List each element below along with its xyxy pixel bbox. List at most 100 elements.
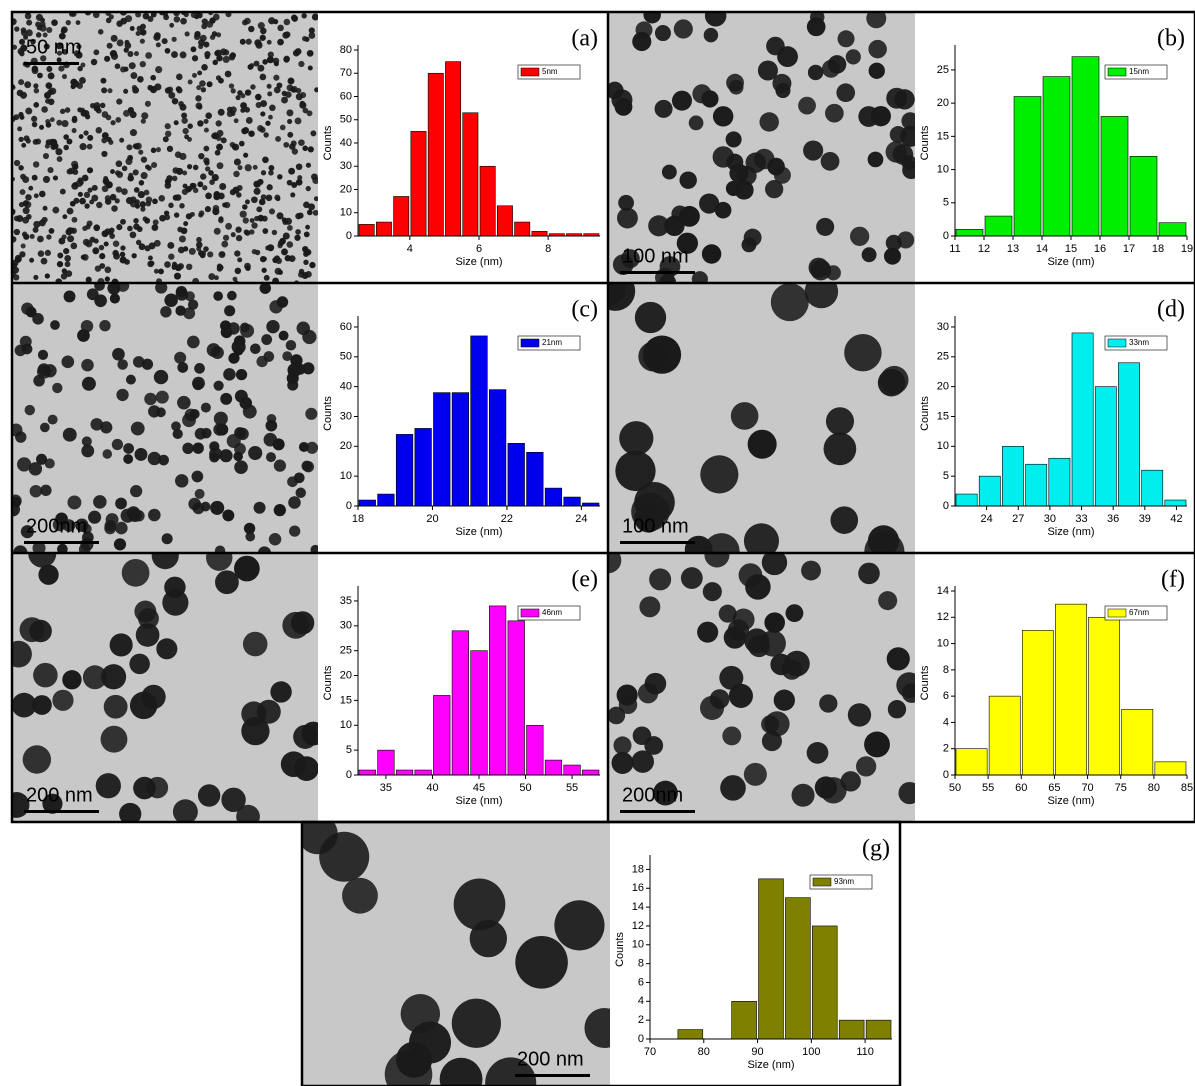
- particle: [12, 496, 22, 508]
- particle: [234, 460, 248, 475]
- particle: [266, 319, 280, 334]
- x-tick-label: 19: [1181, 243, 1193, 255]
- particle: [88, 510, 102, 524]
- particle: [102, 449, 113, 459]
- particle: [86, 143, 93, 150]
- particle: [96, 201, 103, 209]
- y-tick-label: 2: [638, 1014, 644, 1026]
- particle: [44, 458, 55, 469]
- particle: [301, 13, 307, 19]
- particle: [199, 34, 207, 42]
- particle: [291, 182, 298, 189]
- particle: [62, 49, 68, 55]
- particle: [192, 187, 199, 194]
- particle: [58, 65, 65, 72]
- particle: [201, 23, 208, 30]
- particle: [233, 555, 260, 582]
- particle: [62, 214, 68, 220]
- particle: [820, 151, 840, 171]
- particle: [132, 356, 145, 368]
- y-tick-label: 80: [340, 44, 352, 56]
- particle: [305, 271, 312, 278]
- particle: [222, 509, 235, 522]
- bar: [393, 196, 410, 237]
- particle: [42, 793, 63, 814]
- particle: [728, 683, 753, 708]
- panel-label: (g): [862, 836, 890, 862]
- x-tick-label: 85: [1181, 782, 1193, 794]
- y-tick-label: 20: [937, 381, 949, 393]
- particle: [286, 109, 294, 117]
- particle: [192, 376, 205, 390]
- particle: [32, 541, 46, 553]
- bar: [526, 451, 544, 507]
- bar: [410, 131, 427, 237]
- particle: [215, 120, 222, 127]
- particle: [119, 137, 125, 143]
- particle: [100, 77, 107, 84]
- y-tick-label: 5: [346, 744, 352, 756]
- particle: [33, 83, 39, 89]
- particle: [171, 97, 179, 105]
- particle: [866, 12, 887, 29]
- particle: [868, 62, 885, 79]
- particle: [261, 334, 273, 345]
- particle: [45, 122, 52, 128]
- particle: [18, 136, 24, 142]
- particle: [163, 210, 170, 216]
- particle: [806, 741, 829, 764]
- bar: [395, 434, 414, 507]
- particle: [42, 175, 51, 184]
- particle: [773, 689, 795, 711]
- y-axis-label: Counts: [322, 665, 334, 700]
- particle: [125, 374, 136, 385]
- particle: [28, 185, 34, 191]
- particle: [140, 118, 146, 124]
- particle: [277, 243, 283, 249]
- particle: [765, 180, 784, 199]
- legend-label: 46nm: [542, 608, 562, 617]
- particle: [747, 635, 770, 658]
- particle: [148, 508, 161, 522]
- particle: [41, 106, 48, 113]
- particle: [205, 112, 212, 119]
- particle: [855, 756, 877, 777]
- bar: [507, 620, 525, 776]
- particle: [32, 161, 40, 168]
- particle: [153, 239, 161, 247]
- particle: [268, 208, 276, 215]
- particle: [45, 82, 53, 89]
- particle: [78, 543, 91, 553]
- particle: [294, 48, 302, 55]
- particle: [49, 87, 57, 95]
- particle: [28, 462, 43, 476]
- particle: [306, 110, 313, 117]
- particle: [64, 107, 71, 113]
- y-tick-label: 10: [937, 440, 949, 452]
- particle: [187, 335, 200, 349]
- particle: [816, 217, 835, 236]
- particle: [52, 175, 59, 181]
- particle: [124, 42, 132, 49]
- particle: [31, 174, 38, 181]
- particle: [234, 443, 246, 455]
- particle: [139, 38, 145, 44]
- tem-image: [12, 283, 318, 553]
- particle: [72, 169, 79, 175]
- particle: [234, 389, 248, 403]
- bar: [489, 389, 507, 507]
- particle: [809, 12, 825, 25]
- particle: [84, 203, 90, 209]
- particle: [637, 683, 659, 704]
- particle: [867, 151, 884, 168]
- particle: [23, 233, 30, 240]
- particle: [189, 211, 195, 217]
- particle: [270, 681, 292, 703]
- particle: [182, 183, 188, 189]
- particle: [215, 570, 239, 595]
- particle: [631, 750, 654, 773]
- particle: [608, 706, 626, 725]
- particle: [181, 112, 188, 119]
- particle: [51, 19, 58, 27]
- particle: [90, 103, 96, 109]
